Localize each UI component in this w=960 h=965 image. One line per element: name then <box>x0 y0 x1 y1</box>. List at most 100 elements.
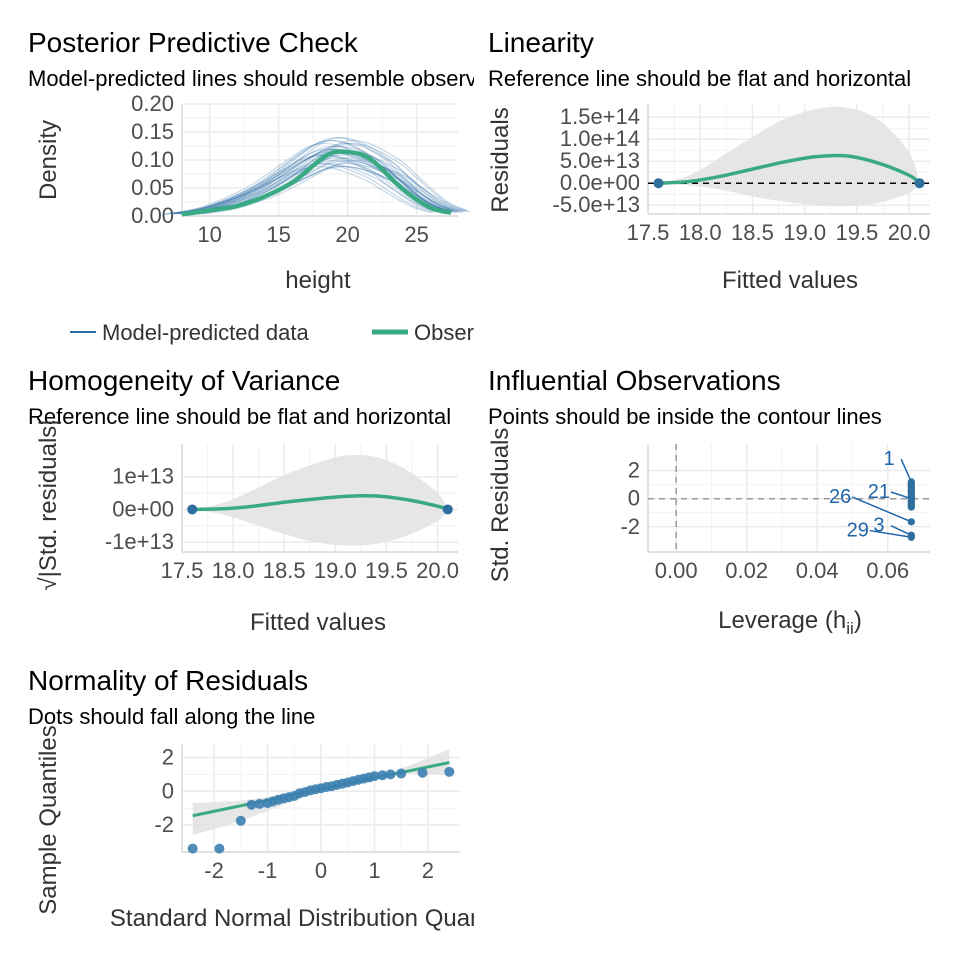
linearity-y-tick-label: 0.0e+00 <box>560 170 640 195</box>
normality-x-tick-label: 2 <box>422 858 434 883</box>
ppc-x-tick-label: 25 <box>404 222 428 247</box>
homogeneity-x-tick-label: 19.5 <box>365 558 408 583</box>
legend-label-observed: Observed data <box>414 320 559 345</box>
ppc-model-draw-line <box>175 139 446 214</box>
homogeneity-x-tick-label: 18.0 <box>212 558 255 583</box>
normality-point <box>396 768 407 779</box>
ppc-model-draw-line <box>166 154 437 215</box>
ppc-model-draw-line <box>184 145 455 215</box>
ppc-xlabel: height <box>285 267 351 294</box>
normality-y-tick-label: 0 <box>162 778 174 803</box>
ppc-model-draw-line <box>197 142 467 215</box>
influential-point-label: 29 <box>847 520 869 542</box>
influential-x-tick-label: 0.00 <box>655 558 698 583</box>
linearity-y-tick-label: 1.0e+14 <box>560 126 640 151</box>
normality-confidence-band <box>192 749 450 836</box>
homogeneity-x-tick-label: 19.0 <box>314 558 357 583</box>
influential-label-connector <box>900 458 913 483</box>
normality-point <box>369 771 380 782</box>
linearity-y-tick-label: 5.0e+13 <box>560 148 640 173</box>
homogeneity-y-tick-label: 0e+00 <box>112 496 174 521</box>
ppc-x-tick-label: 20 <box>335 222 359 247</box>
influential-point-label: 3 <box>873 515 884 537</box>
homogeneity-x-tick-label: 17.5 <box>161 558 204 583</box>
ppc-model-draw-line <box>190 142 461 215</box>
ppc-model-draw-line <box>183 157 453 215</box>
ppc-model-draw-line <box>178 145 448 215</box>
influential-point-label: 1 <box>884 448 895 470</box>
ppc-subtitle: Model-predicted lines should resemble ob… <box>28 66 591 91</box>
ppc-model-draw-line <box>188 154 459 215</box>
normality-y-tick-label: 2 <box>162 745 174 770</box>
linearity-subtitle: Reference line should be flat and horizo… <box>488 66 911 91</box>
normality-point <box>254 798 265 809</box>
linearity-ylabel: Residuals <box>487 107 514 212</box>
normality-x-tick-label: -2 <box>204 858 224 883</box>
influential-point-label: 26 <box>829 486 851 508</box>
ppc-observed-line <box>181 149 452 217</box>
ppc-model-draw-line <box>177 139 447 214</box>
normality-point <box>235 815 246 826</box>
ppc-model-draw-line <box>172 162 442 215</box>
influential-y-tick-label: 2 <box>628 458 640 483</box>
influential-xlabel: Leverage (hii) <box>718 607 862 638</box>
normality-ylabel: Sample Quantiles <box>35 725 62 914</box>
linearity-y-tick-label: -5.0e+13 <box>553 192 640 217</box>
normality-x-tick-label: 0 <box>315 858 327 883</box>
influential-ylabel: Std. Residuals <box>487 428 514 583</box>
influential-panel: Influential Observations Points should b… <box>487 365 930 638</box>
influential-subtitle: Points should be inside the contour line… <box>488 404 882 429</box>
influential-point <box>907 533 915 541</box>
influential-title: Influential Observations <box>488 365 781 396</box>
linearity-fit-line <box>658 153 921 185</box>
ppc-y-tick-label: 0.10 <box>131 147 174 172</box>
linearity-plot-area: 17.5 18.0 18.5 19.0 19.5 20.0 -5.0e+130.0e+005… <box>553 104 931 245</box>
normality-point <box>214 843 225 854</box>
ppc-model-draw-line <box>180 148 450 215</box>
influential-label-connector <box>869 529 912 539</box>
ppc-legend: Model-predicted data Observed data <box>70 320 559 345</box>
influential-label-connector <box>851 496 912 523</box>
ppc-plot-area: 10 15 20 25 0.00 0.05 0.10 0.15 0.20 <box>131 91 471 247</box>
ppc-y-tick-label: 0.00 <box>131 203 174 228</box>
ppc-x-tick-label: 10 <box>197 222 221 247</box>
normality-y-tick-label: -2 <box>154 812 174 837</box>
linearity-x-tick-label: 17.5 <box>627 220 670 245</box>
linearity-xlabel: Fitted values <box>722 267 858 294</box>
influential-point <box>907 518 915 526</box>
normality-x-tick-label: 1 <box>368 858 380 883</box>
homogeneity-point <box>442 504 453 515</box>
homogeneity-xlabel: Fitted values <box>250 609 386 636</box>
normality-title: Normality of Residuals <box>28 665 308 696</box>
influential-x-tick-label: 0.06 <box>866 558 909 583</box>
linearity-point <box>914 178 925 189</box>
homogeneity-title: Homogeneity of Variance <box>28 365 340 396</box>
influential-x-tick-label: 0.02 <box>725 558 768 583</box>
homogeneity-x-tick-label: 18.5 <box>263 558 306 583</box>
homogeneity-ylabel: √|Std. residuals| <box>35 419 62 590</box>
ppc-model-draw-line <box>186 137 456 214</box>
ppc-model-draw-line <box>170 154 441 215</box>
normality-point <box>385 769 396 780</box>
normality-x-tick-label: -1 <box>258 858 278 883</box>
ppc-model-draw-line <box>181 137 452 214</box>
ppc-ylabel: Density <box>35 120 62 200</box>
ppc-x-tick-label: 15 <box>266 222 290 247</box>
homogeneity-point <box>187 504 198 515</box>
normality-plot-area: -2 -1 0 1 2 -2 0 2 <box>154 744 460 883</box>
ppc-y-tick-label: 0.05 <box>131 175 174 200</box>
linearity-point <box>653 178 664 189</box>
homogeneity-panel: Homogeneity of Variance Reference line s… <box>28 365 459 636</box>
normality-xlabel: Standard Normal Distribution Quantiles <box>110 905 526 932</box>
ppc-y-tick-label: 0.15 <box>131 119 174 144</box>
legend-label-model: Model-predicted data <box>102 320 309 345</box>
normality-point <box>246 799 257 810</box>
linearity-title: Linearity <box>488 27 594 58</box>
linearity-confidence-band <box>658 106 920 207</box>
homogeneity-y-tick-label: -1e+13 <box>105 529 174 554</box>
normality-subtitle: Dots should fall along the line <box>28 704 315 729</box>
normality-panel: Normality of Residuals Dots should fall … <box>28 665 526 932</box>
normality-point <box>187 843 198 854</box>
